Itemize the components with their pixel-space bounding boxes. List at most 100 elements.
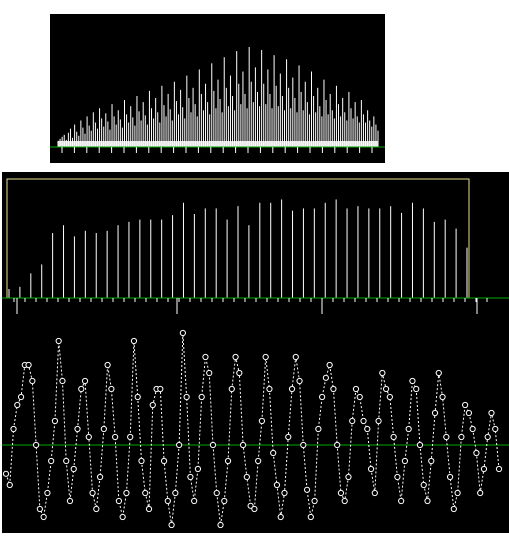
waveform-sample-point [36, 505, 43, 513]
waveform-sample-point [428, 457, 435, 465]
waveform-sample-point [345, 473, 352, 481]
waveform-sample-point [74, 425, 81, 433]
waveform-sample-point [59, 377, 66, 385]
waveform-sample-point [288, 385, 296, 393]
waveform-sample-point [469, 425, 476, 433]
waveform-sample-point [232, 353, 239, 361]
waveform-sample-point [326, 361, 333, 369]
overview-waveform-plot[interactable] [50, 14, 385, 163]
waveform-sample-point [202, 353, 209, 361]
waveform-sample-point [51, 417, 59, 425]
waveform-sample-point [401, 457, 409, 465]
waveform-sample-point [112, 433, 119, 441]
waveform-sample-point [224, 457, 232, 465]
spectrum-plot[interactable] [2, 172, 509, 318]
waveform-sample-point [217, 521, 224, 529]
waveform-sample-point [446, 473, 454, 481]
waveform-sample-point [379, 369, 386, 377]
waveform-sample-point [443, 433, 450, 441]
waveform-sample-point [315, 425, 322, 433]
waveform-sample-point [416, 441, 424, 449]
waveform-sample-point [119, 513, 126, 521]
waveform-sample-point [281, 489, 288, 497]
waveform-sample-point [413, 385, 420, 393]
waveform-sample-point [63, 457, 70, 465]
waveform-sample-point [40, 513, 47, 521]
waveform-sample-point [277, 513, 284, 521]
waveform-sample-point [70, 465, 77, 473]
waveform-sample-point [296, 377, 303, 385]
waveform-sample-point [123, 489, 130, 497]
waveform-sample-point [55, 337, 62, 345]
waveform-sample-point [247, 502, 254, 509]
waveform-plot[interactable] [2, 318, 509, 533]
waveform-sample-point [243, 473, 250, 481]
waveform-sample-point [127, 433, 134, 441]
waveform-sample-point [236, 369, 243, 377]
waveform-sample-point [398, 497, 405, 505]
waveform-sample-point [480, 465, 488, 473]
waveform-sample-point [356, 393, 363, 401]
waveform-sample-point [424, 497, 431, 505]
waveform-sample-point [209, 441, 217, 449]
waveform-sample-point [492, 425, 499, 433]
waveform-sample-point [341, 497, 348, 505]
waveform-sample-point [176, 441, 183, 449]
spectrum-panel[interactable] [2, 172, 509, 318]
waveform-sample-point [266, 385, 273, 393]
waveform-sample-point [435, 369, 442, 377]
waveform-sample-point [14, 401, 21, 409]
waveform-sample-point [454, 489, 461, 497]
waveform-sample-point [194, 465, 202, 473]
waveform-sample-point [2, 470, 10, 477]
waveform-sample-point [382, 385, 390, 393]
waveform-sample-point [360, 417, 367, 425]
waveform-sample-point [172, 489, 179, 497]
waveform-sample-point [168, 521, 175, 529]
waveform-sample-point [145, 505, 153, 513]
waveform-sample-point [89, 489, 96, 497]
waveform-sample-point [187, 473, 194, 481]
waveform-sample-point [300, 441, 307, 449]
waveform-sample-point [258, 417, 266, 425]
waveform-sample-point [322, 374, 329, 381]
waveform-sample-point [330, 385, 337, 393]
waveform-sample-point [85, 433, 92, 441]
waveform-sample-point [157, 385, 164, 393]
waveform-sample-point [484, 433, 491, 441]
waveform-sample-point [164, 497, 171, 505]
waveform-sample-point [198, 393, 205, 401]
waveform-sample-point [108, 385, 115, 393]
waveform-sample-point [334, 441, 341, 449]
waveform-sample-point [458, 433, 465, 441]
waveform-sample-point [179, 329, 186, 337]
waveform-sample-point [367, 465, 375, 473]
waveform-sample-point [138, 457, 145, 465]
waveform-sample-point [25, 361, 32, 369]
waveform-sample-point [319, 393, 326, 401]
waveform-sample-point [81, 377, 89, 385]
waveform-sample-point [270, 449, 277, 457]
waveform-sample-point [450, 505, 457, 513]
waveform-sample-point [228, 385, 235, 393]
waveform-sample-point [386, 393, 393, 401]
waveform-sample-point [311, 497, 318, 505]
waveform-sample-point [337, 489, 345, 497]
waveform-sample-point [104, 361, 111, 369]
waveform-sample-point [488, 409, 495, 417]
waveform-sample-point [10, 425, 17, 433]
waveform-sample-point [44, 489, 51, 497]
waveform-sample-point [33, 441, 40, 449]
waveform-sample-point [251, 505, 258, 513]
waveform-sample-point [239, 441, 247, 449]
waveform-panel[interactable] [2, 318, 509, 533]
waveform-sample-point [206, 369, 213, 377]
waveform-sample-point [221, 497, 228, 505]
waveform-sample-point [465, 409, 472, 417]
waveform-sample-point [394, 473, 401, 481]
waveform-sample-point [183, 393, 190, 401]
waveform-sample-point [142, 489, 149, 497]
waveform-sample-point [93, 505, 100, 513]
waveform-sample-point [405, 425, 412, 433]
overview-panel[interactable] [50, 14, 385, 163]
